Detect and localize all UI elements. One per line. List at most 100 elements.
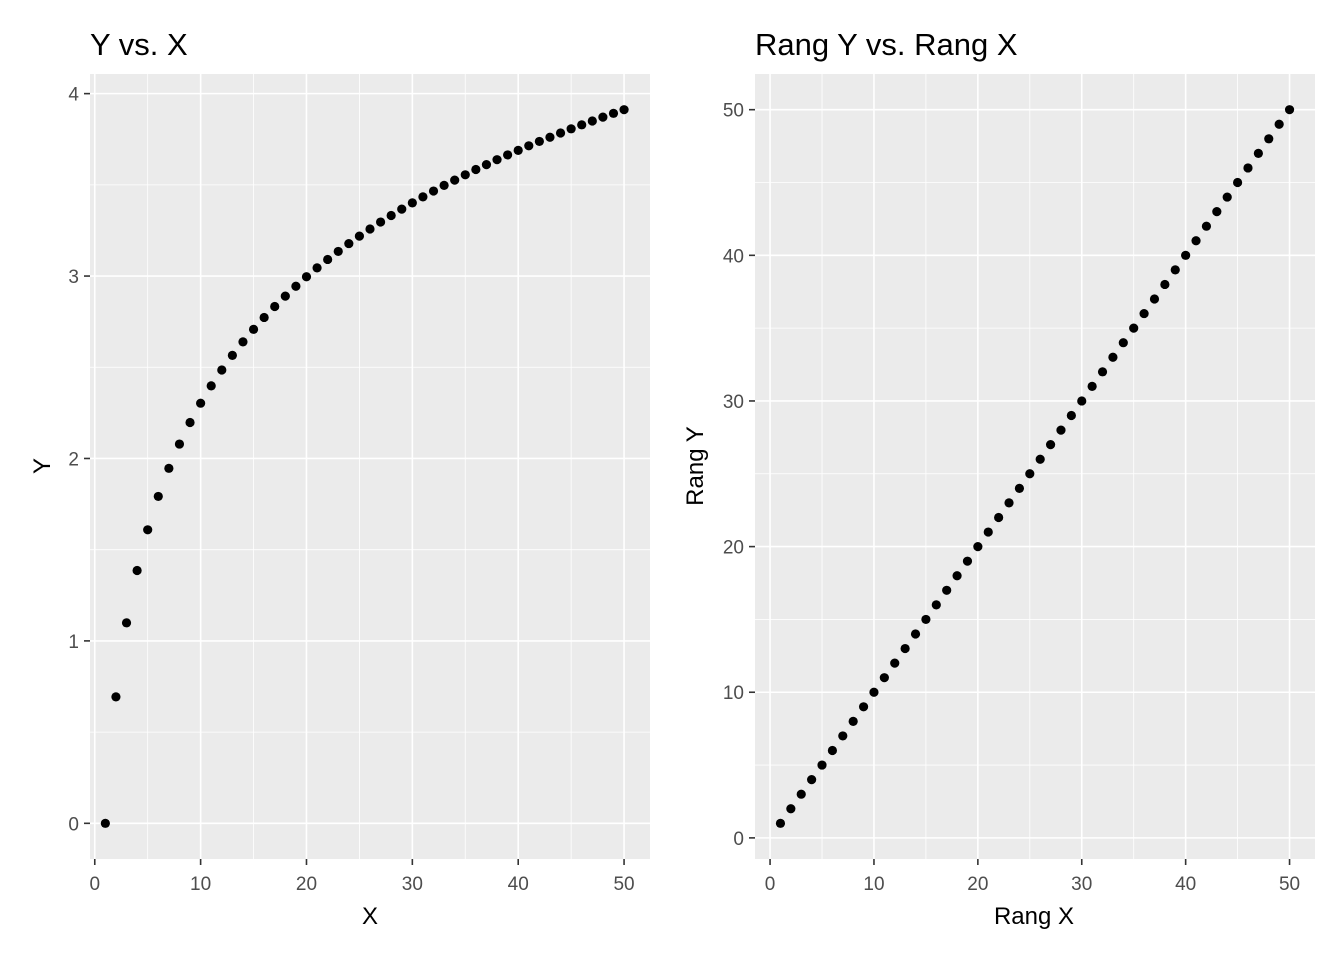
left-data-point (375, 217, 386, 227)
right-data-point (983, 527, 993, 537)
right-data-point (1004, 498, 1014, 508)
left-data-point (577, 120, 587, 130)
right-panel-background (755, 74, 1315, 859)
right-y-tick-label: 0 (733, 829, 744, 850)
right-data-point (858, 702, 869, 712)
left-data-point (344, 238, 354, 249)
left-data-point (248, 324, 259, 334)
right-data-point (796, 789, 806, 799)
left-data-point (365, 224, 375, 234)
right-data-point (890, 658, 900, 668)
left-data-point (132, 565, 142, 576)
right-y-tick-label: 20 (723, 538, 744, 559)
right-data-point (1181, 250, 1191, 260)
right-data-point (952, 571, 962, 581)
right-data-point (1139, 308, 1149, 319)
left-data-point (111, 692, 121, 702)
left-data-point (354, 231, 365, 241)
right-data-point (1108, 352, 1118, 362)
left-data-point (503, 150, 513, 160)
right-x-tick-label: 30 (1071, 874, 1092, 895)
right-x-tick-label: 20 (967, 874, 988, 895)
right-data-point (1274, 119, 1284, 129)
right-y-tick-label: 10 (723, 683, 744, 704)
left-data-point (196, 398, 206, 408)
left-panel-background (90, 74, 650, 859)
right-data-point (879, 673, 889, 683)
left-data-point (418, 192, 428, 202)
right-data-point (1253, 148, 1263, 158)
right-points (775, 105, 1295, 828)
right-data-point (921, 614, 931, 625)
right-data-point (994, 512, 1004, 523)
left-x-tick-label: 10 (190, 874, 211, 895)
right-data-point (1222, 192, 1232, 202)
left-data-point (450, 175, 460, 185)
left-data-point (238, 337, 248, 347)
right-x-tick-label: 40 (1175, 874, 1196, 895)
left-data-point (121, 618, 132, 628)
right-data-point (1232, 177, 1243, 188)
right-chart: 0 10 20 30 40 50 0 10 20 30 40 50 Rang Y vs. Rang … (682, 27, 1315, 930)
right-data-point (827, 745, 838, 756)
right-data-point (1045, 440, 1056, 450)
left-data-point (280, 291, 290, 301)
left-data-point (545, 132, 555, 142)
left-data-point (291, 281, 301, 291)
left-x-axis: 0 10 20 30 40 50 (89, 859, 635, 895)
right-x-tick-label: 10 (863, 874, 884, 895)
right-chart-title: Rang Y vs. Rang X (755, 27, 1018, 62)
right-gridlines (755, 74, 1315, 859)
left-data-point (217, 365, 227, 375)
left-data-point (407, 198, 417, 208)
left-data-point (333, 246, 343, 257)
left-data-point (312, 263, 322, 273)
left-y-tick-label: 0 (68, 814, 79, 835)
right-data-point (1014, 483, 1025, 493)
left-x-tick-label: 40 (508, 874, 529, 895)
right-data-point (1149, 294, 1160, 304)
right-data-point (931, 600, 941, 610)
left-data-point (227, 350, 237, 361)
right-y-tick-label: 50 (723, 101, 744, 122)
right-x-axis: 0 10 20 30 40 50 (765, 859, 1300, 895)
left-data-point (270, 301, 280, 312)
left-y-tick-label: 3 (68, 267, 79, 288)
left-chart: 0 10 20 30 40 50 0 1 2 3 4 Y vs. X X Y (29, 27, 650, 930)
right-x-tick-label: 50 (1279, 874, 1300, 895)
left-y-tick-label: 2 (68, 449, 79, 470)
left-data-point (439, 180, 449, 190)
right-data-point (869, 687, 879, 697)
right-data-point (1077, 396, 1087, 406)
left-y-tick-label: 4 (68, 85, 79, 106)
right-data-point (1066, 410, 1076, 421)
left-y-axis-title: Y (29, 458, 56, 474)
left-data-point (206, 381, 216, 391)
right-data-point (1129, 323, 1139, 333)
right-data-point (942, 585, 952, 595)
left-data-point (153, 491, 163, 502)
left-x-axis-title: X (362, 903, 378, 930)
left-chart-title: Y vs. X (90, 27, 188, 62)
left-points (100, 105, 629, 828)
right-data-point (817, 760, 827, 770)
right-data-point (1056, 425, 1066, 435)
right-data-point (1118, 338, 1128, 348)
right-y-axis-title: Rang Y (682, 426, 709, 506)
left-x-tick-label: 30 (402, 874, 423, 895)
left-data-point (460, 170, 470, 180)
left-y-tick-label: 1 (68, 632, 79, 653)
right-y-tick-label: 40 (723, 246, 744, 267)
left-data-point (619, 105, 629, 115)
left-data-point (301, 272, 312, 282)
left-data-point (481, 159, 492, 170)
right-data-point (1201, 221, 1212, 231)
right-y-axis: 0 10 20 30 40 50 (723, 101, 755, 850)
left-data-point (566, 124, 576, 134)
right-data-point (848, 716, 858, 726)
right-data-point (838, 731, 848, 741)
right-data-point (1160, 279, 1170, 290)
right-data-point (1097, 367, 1108, 377)
left-data-point (598, 112, 608, 122)
left-data-point (164, 463, 174, 473)
